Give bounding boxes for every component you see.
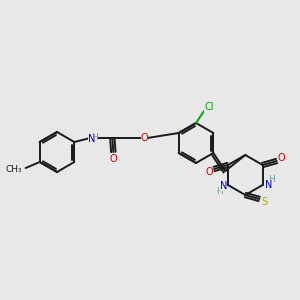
Text: N: N bbox=[220, 181, 227, 191]
Text: N: N bbox=[265, 180, 272, 190]
Text: O: O bbox=[278, 153, 286, 163]
Text: H: H bbox=[268, 176, 274, 184]
Text: N: N bbox=[88, 134, 95, 144]
Text: H: H bbox=[91, 133, 98, 142]
Text: H: H bbox=[216, 187, 223, 196]
Text: Cl: Cl bbox=[204, 102, 214, 112]
Text: CH₃: CH₃ bbox=[5, 164, 22, 173]
Text: O: O bbox=[140, 133, 148, 143]
Text: S: S bbox=[261, 197, 267, 207]
Text: O: O bbox=[110, 154, 117, 164]
Text: O: O bbox=[205, 167, 213, 177]
